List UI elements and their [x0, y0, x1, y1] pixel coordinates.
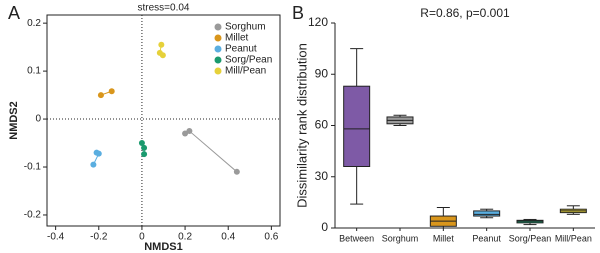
box [343, 85, 371, 167]
x-tick-label: Sorg/Pean [509, 233, 552, 243]
x-tick-label: Sorghum [382, 233, 419, 243]
legend-label: Millet [225, 33, 249, 44]
point [158, 41, 165, 48]
point [97, 92, 104, 99]
legend-label: Sorghum [225, 22, 266, 33]
y-axis-title: NMDS2 [8, 101, 20, 140]
point [233, 168, 240, 175]
y-tick-label: 0.2 [27, 18, 41, 29]
legend-marker [214, 23, 222, 31]
legend-label: Peanut [225, 44, 257, 55]
point [95, 150, 102, 157]
point [90, 161, 97, 168]
x-tick-label: 0.4 [221, 232, 235, 243]
legend-marker [214, 56, 222, 64]
y-tick-label: 90 [315, 66, 329, 80]
point [108, 88, 115, 95]
point [159, 52, 166, 59]
legend-label: Sorg/Pean [225, 55, 272, 66]
y-tick-label: 0 [321, 220, 328, 234]
legend-marker [214, 67, 222, 75]
x-tick-label: 0.2 [178, 232, 192, 243]
legend-label: Mill/Pean [225, 66, 266, 77]
y-tick-label: 30 [315, 169, 329, 183]
y-tick-label: -0.1 [24, 162, 42, 173]
panel-label: B [292, 3, 304, 23]
y-tick-label: -0.2 [24, 210, 42, 221]
y-axis-title: Dissimilarity rank distribution [294, 43, 309, 208]
point [141, 144, 148, 151]
point [186, 128, 193, 135]
x-tick-label: 0.6 [264, 232, 278, 243]
x-tick-label: Mill/Pean [555, 233, 592, 243]
box [473, 210, 501, 217]
x-tick-label: -0.4 [47, 232, 65, 243]
legend-marker [214, 34, 222, 42]
annotation: R=0.86, p=0.001 [420, 6, 510, 20]
y-tick-label: 120 [308, 15, 328, 29]
y-tick-label: 0.1 [27, 66, 41, 77]
annotation: stress=0.04 [138, 3, 190, 14]
x-tick-label: -0.2 [90, 232, 108, 243]
plot-frame [46, 14, 281, 227]
x-axis-title: NMDS1 [144, 241, 183, 253]
y-tick-label: 0 [35, 114, 41, 125]
x-tick-label: Between [339, 233, 374, 243]
x-tick-label: Millet [433, 233, 455, 243]
panel-label: A [8, 3, 20, 23]
x-tick-label: 0 [139, 232, 145, 243]
y-tick-label: 60 [315, 118, 329, 132]
legend-marker [214, 45, 222, 53]
series-line [184, 130, 238, 173]
point [138, 140, 145, 147]
x-tick-label: Peanut [472, 233, 501, 243]
point [141, 151, 148, 158]
